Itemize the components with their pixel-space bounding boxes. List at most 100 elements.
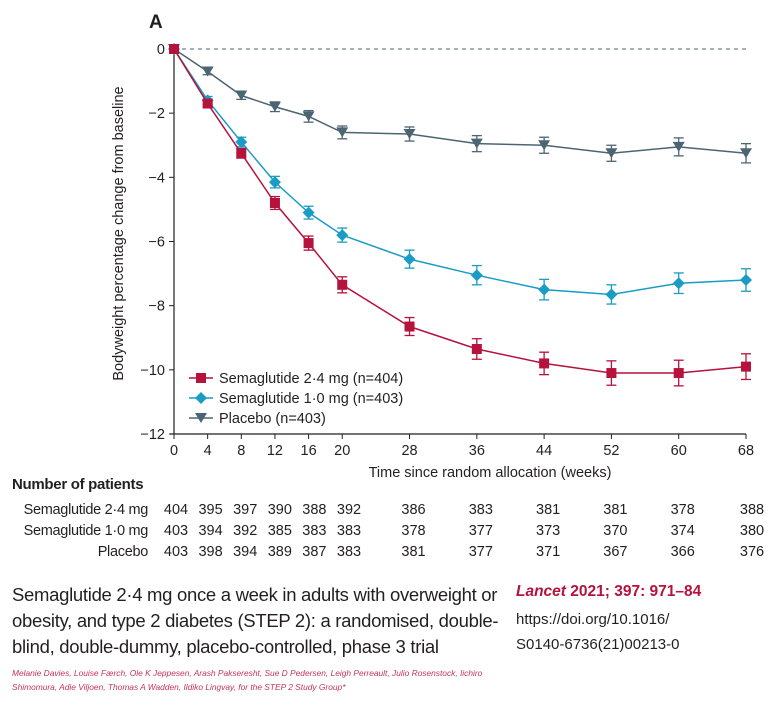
series-placebo-n-403 [168, 44, 752, 164]
patients-count: 376 [739, 544, 765, 560]
journal-reference: 2021; 397: 971–84 [565, 583, 702, 600]
data-point [336, 229, 349, 242]
patients-row: Placebo 403 398 394 389 387 383 381 377 371 367 366… [0, 544, 778, 564]
patients-count: 386 [401, 502, 426, 518]
doi-link[interactable]: https://doi.org/10.1016/S0140-6736(21)00… [516, 607, 679, 657]
patients-count: 388 [302, 502, 327, 518]
series-semaglutide-2-4-mg-n-404 [169, 44, 751, 387]
patients-count: 394 [198, 523, 223, 539]
legend-label: Semaglutide 1·0 mg (n=403) [219, 391, 403, 407]
patients-count: 385 [267, 523, 292, 539]
data-point [740, 148, 752, 159]
author-list: Melanie Davies, Louise Færch, Ole K Jepp… [12, 668, 483, 692]
patients-row: Semaglutide 1·0 mg 403 394 392 385 383 383 378 3… [0, 523, 778, 543]
patients-count: 366 [670, 544, 695, 560]
data-point [337, 279, 348, 290]
data-point [336, 127, 349, 138]
legend-label: Semaglutide 2·4 mg (n=404) [219, 371, 403, 387]
x-axis-label: Time since random allocation (weeks) [369, 465, 612, 480]
patients-count: 383 [302, 523, 327, 539]
x-tick-label: 36 [469, 443, 485, 459]
x-tick-label: 12 [267, 443, 283, 459]
data-point [605, 288, 618, 301]
patients-count: 383 [468, 502, 493, 518]
journal-citation: Lancet 2021; 397: 971–84 [516, 583, 701, 601]
patients-count: 394 [233, 544, 258, 560]
data-point [606, 368, 617, 379]
data-point [673, 368, 684, 379]
patients-count: 377 [468, 523, 493, 539]
patients-count: 404 [163, 502, 189, 518]
x-tick-label: 44 [536, 443, 552, 459]
legend-marker [195, 413, 207, 423]
patients-count: 380 [739, 523, 765, 539]
data-point [741, 361, 751, 372]
patients-count: 374 [670, 523, 695, 539]
data-point [202, 98, 213, 109]
data-point [302, 111, 315, 122]
patients-count: 398 [198, 544, 223, 560]
patients-count: 403 [163, 523, 189, 539]
x-tick-label: 0 [170, 443, 178, 459]
patients-count: 387 [302, 544, 327, 560]
patients-row: Semaglutide 2·4 mg 404 395 397 390 388 392 386 3… [0, 502, 778, 522]
data-point [404, 321, 415, 332]
data-point [672, 141, 685, 152]
data-point [236, 148, 247, 159]
patients-count: 383 [336, 523, 362, 539]
data-point [268, 101, 281, 112]
x-tick-label: 52 [603, 443, 619, 459]
patients-count: 377 [468, 544, 493, 560]
data-point [169, 44, 179, 54]
patients-row-label: Placebo [97, 544, 149, 560]
data-point [403, 129, 416, 140]
legend-marker [195, 392, 207, 404]
series-line [173, 48, 747, 374]
data-point [538, 283, 551, 296]
data-point [235, 136, 248, 149]
data-point [268, 176, 281, 189]
line-chart: 0 −2 −4 −6 −8 −10 −12 0 4 8 12 16 20 28 36 44 52 60 68 Time… [111, 42, 754, 480]
patients-count: 403 [163, 544, 189, 560]
data-point [740, 274, 752, 286]
data-point [672, 277, 685, 290]
y-tick-label: −12 [140, 427, 165, 443]
x-tick-label: 16 [301, 443, 317, 459]
patients-row-label: Semaglutide 2·4 mg [23, 502, 149, 518]
y-tick-label: −8 [148, 299, 165, 315]
x-tick-label: 68 [738, 443, 754, 459]
patients-count: 367 [603, 544, 628, 560]
patients-count: 381 [401, 544, 426, 560]
y-tick-label: −2 [148, 106, 165, 122]
patients-count: 390 [267, 502, 292, 518]
data-point [269, 198, 280, 208]
patients-count: 381 [536, 502, 561, 518]
patients-count: 388 [739, 502, 765, 518]
patients-count: 392 [336, 502, 362, 518]
legend-marker [196, 373, 206, 383]
y-tick-label: −6 [148, 235, 165, 251]
legend: Semaglutide 2·4 mg (n=404) Semaglutide 1·… [189, 371, 403, 427]
data-point [539, 358, 550, 369]
doi-line-1[interactable]: https://doi.org/10.1016/ [516, 611, 670, 628]
journal-name: Lancet [516, 583, 566, 600]
patients-count: 378 [670, 502, 695, 518]
data-point [538, 140, 551, 151]
patients-count: 392 [233, 523, 258, 539]
doi-line-2[interactable]: S0140-6736(21)00213-0 [516, 636, 680, 653]
patients-count: 371 [536, 544, 561, 560]
x-tick-label: 28 [401, 443, 417, 459]
data-point [605, 148, 618, 159]
patients-count: 397 [233, 502, 258, 518]
article-title: Semaglutide 2·4 mg once a week in adults… [12, 584, 499, 657]
y-tick-label: −10 [140, 363, 165, 379]
data-point [470, 269, 483, 282]
data-point [470, 138, 483, 149]
x-tick-label: 4 [204, 443, 212, 459]
patients-count: 383 [336, 544, 362, 560]
y-tick-label: 0 [157, 42, 165, 58]
patients-count: 389 [267, 544, 292, 560]
data-point [235, 90, 248, 101]
series-line [173, 48, 747, 155]
y-tick-label: −4 [148, 170, 165, 186]
